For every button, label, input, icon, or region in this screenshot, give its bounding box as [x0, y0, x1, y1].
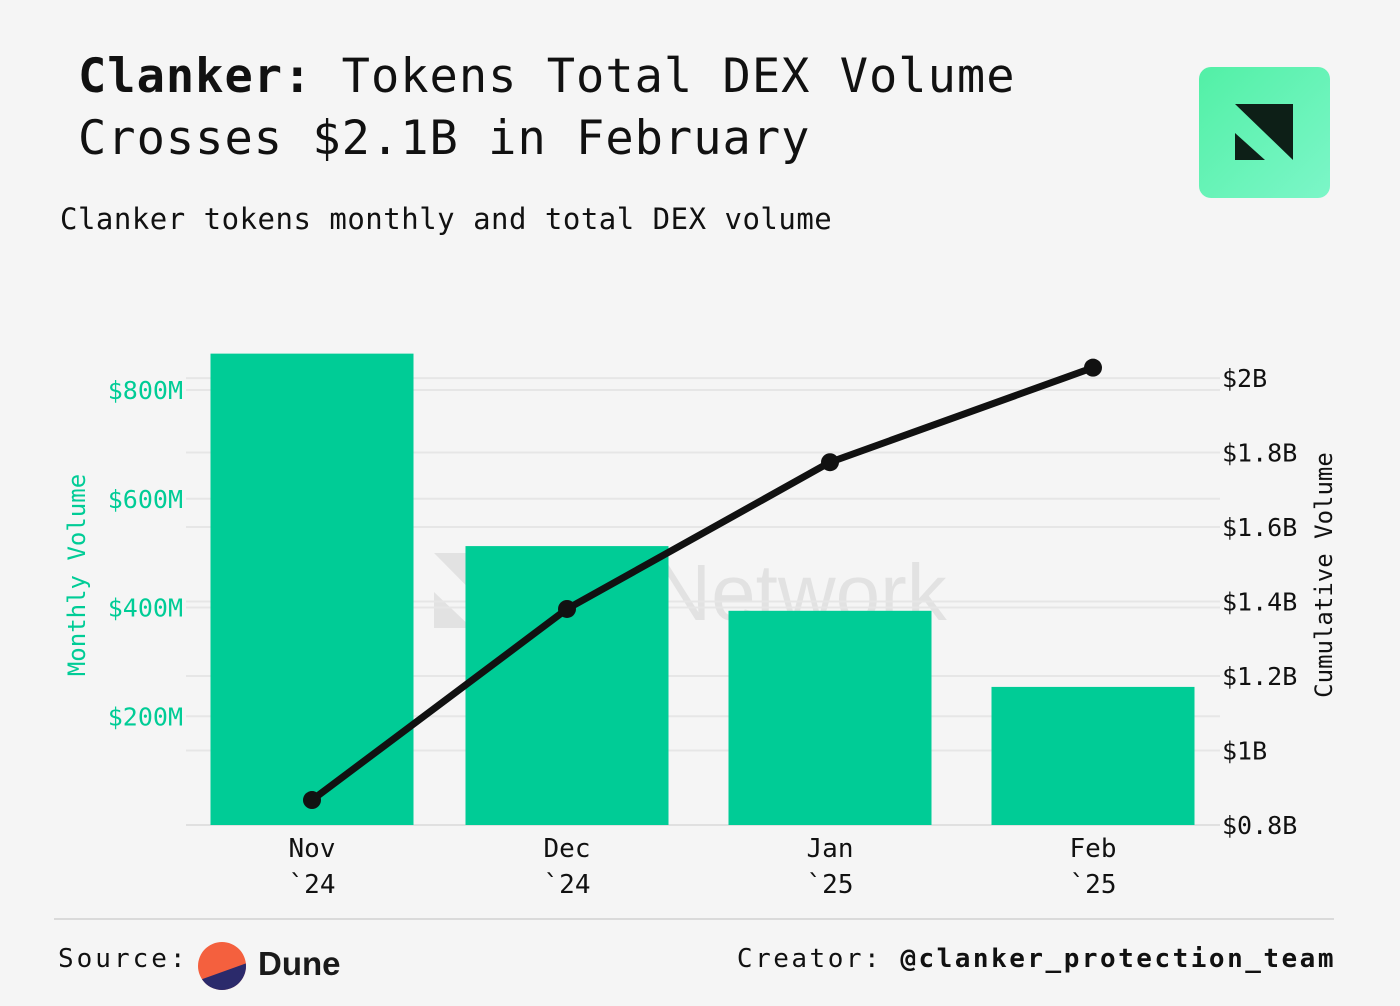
bar: [728, 610, 932, 825]
ournetwork-logo: [1199, 67, 1330, 198]
footer-creator-label: Creator:: [736, 944, 883, 974]
y-tick-label: $800M: [108, 376, 183, 405]
y2-tick-label: $1.6B: [1222, 513, 1297, 542]
x-tick-label: Nov `24: [289, 834, 336, 900]
cumulative-point: [303, 791, 321, 810]
chart-title-bold: Clanker:: [78, 49, 313, 104]
y2-axis-label: Cumulative Volume: [1310, 452, 1338, 698]
cumulative-line: [303, 358, 1102, 810]
y2-tick-label: $1.2B: [1222, 662, 1297, 691]
bars: [210, 353, 1195, 825]
x-tick-label: Dec `24: [544, 834, 591, 900]
y-tick-label: $200M: [108, 702, 183, 731]
footer-source-name: Dune: [258, 945, 341, 982]
chart-title-rest: Tokens Total DEX Volume Crosses $2.1B in…: [78, 49, 1016, 166]
y2-tick-label: $1.8B: [1222, 439, 1297, 468]
y2-tick-label: $1.4B: [1222, 588, 1297, 617]
cumulative-point: [821, 453, 839, 472]
y-tick-label: $600M: [108, 485, 183, 514]
chart-subtitle: Clanker tokens monthly and total DEX vol…: [60, 202, 833, 236]
bar: [991, 686, 1195, 825]
y2-tick-label: $0.8B: [1222, 811, 1297, 840]
cumulative-point: [558, 599, 576, 618]
footer-creator-handle: @clanker_protection_team: [900, 944, 1336, 974]
y-tick-label: $400M: [108, 594, 183, 623]
y2-tick-label: $2B: [1222, 364, 1267, 393]
chart-title: Clanker: Tokens Total DEX Volume Crosses…: [78, 46, 1158, 170]
ournetwork-logo-icon: [1235, 104, 1293, 160]
y-axis-label: Monthly Volume: [63, 474, 91, 676]
y2-tick-label: $1B: [1222, 737, 1267, 766]
footer-divider: [54, 918, 1334, 920]
x-tick-label: Feb `25: [1070, 834, 1117, 900]
x-tick-label: Jan `25: [807, 834, 854, 900]
cumulative-series-line: [309, 364, 1095, 803]
footer-source-label: Source:: [58, 944, 189, 974]
footer-creator: Creator: @clanker_protection_team: [737, 944, 1336, 974]
right-axis: $0.8B $1B $1.2B $1.4B $1.6B $1.8B $2B: [1222, 364, 1297, 840]
dune-logo-icon: [198, 942, 246, 990]
bar: [465, 546, 669, 825]
x-axis: Nov `24 Dec `24 Jan `25 Feb `25: [289, 834, 1117, 900]
cumulative-point: [1084, 358, 1102, 377]
left-axis: $200M $400M $600M $800M: [108, 376, 183, 731]
bar: [210, 353, 414, 825]
